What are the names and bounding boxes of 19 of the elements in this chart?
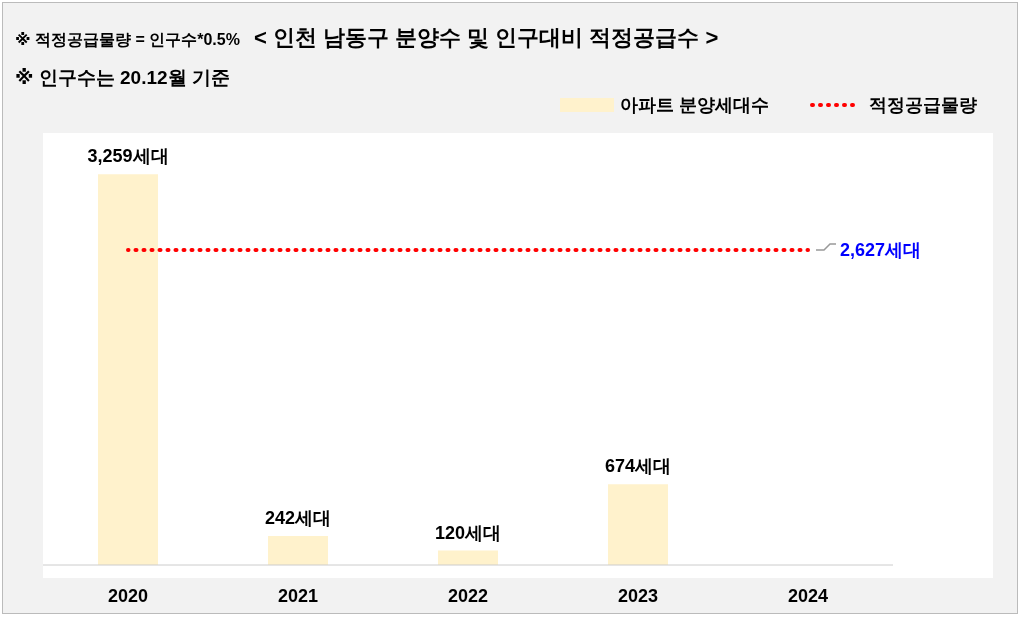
chart-title: < 인천 남동구 분양수 및 인구대비 적정공급수 > [253, 24, 719, 52]
data-label: 3,259세대 [87, 146, 169, 167]
x-tick-label: 2023 [617, 585, 659, 606]
bar [268, 535, 328, 565]
text: ※ 적정공급물량 = 인구수*0.5% [15, 30, 240, 50]
data-label: 242세대 [264, 507, 332, 528]
x-tick-label: 2022 [447, 585, 489, 606]
data-label: 2,627세대 [840, 240, 922, 261]
x-tick-label: 2024 [787, 585, 829, 606]
data-label: 120세대 [434, 522, 502, 543]
data-label: 674세대 [604, 456, 672, 477]
text: ※ 인구수는 20.12월 기준 [15, 66, 230, 90]
bar [608, 484, 668, 565]
bar [438, 550, 498, 565]
bar [98, 174, 158, 565]
x-tick-label: 2020 [107, 585, 149, 606]
legend-label: 적정공급물량 [869, 94, 977, 117]
legend-label: 아파트 분양세대수 [619, 94, 769, 117]
x-tick-label: 2021 [277, 585, 319, 606]
